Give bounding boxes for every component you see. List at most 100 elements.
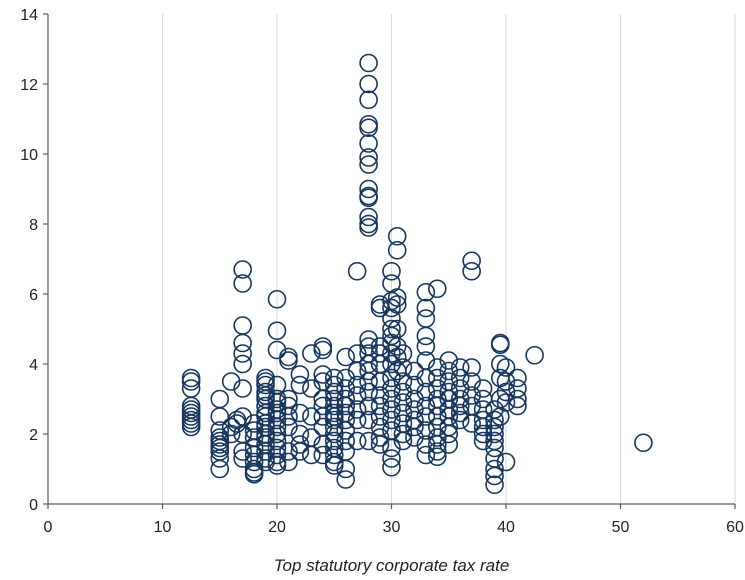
x-tick-labels: 0 10 20 30 40 50 60 xyxy=(44,519,744,536)
data-point xyxy=(336,389,356,409)
data-point xyxy=(525,345,544,365)
data-point xyxy=(427,447,447,467)
data-point xyxy=(427,435,447,454)
data-point xyxy=(450,403,470,423)
data-point xyxy=(267,431,287,451)
data-point xyxy=(324,382,344,402)
x-tick-label: 10 xyxy=(154,519,172,536)
data-point xyxy=(313,396,333,416)
data-point xyxy=(359,53,378,73)
data-point xyxy=(485,410,504,430)
data-point xyxy=(393,403,413,423)
data-point xyxy=(462,414,481,433)
data-point xyxy=(382,410,401,430)
data-point xyxy=(416,445,436,465)
data-point xyxy=(233,274,252,293)
data-point xyxy=(439,351,459,370)
data-point xyxy=(347,361,367,381)
y-tick-label: 12 xyxy=(20,77,38,94)
data-point xyxy=(450,358,470,377)
data-point xyxy=(370,344,390,363)
data-point xyxy=(267,424,287,444)
data-point xyxy=(496,382,516,402)
data-point xyxy=(324,375,344,395)
data-point xyxy=(416,396,436,416)
data-point xyxy=(382,344,401,363)
data-point xyxy=(427,358,447,377)
data-point xyxy=(393,344,413,363)
data-point xyxy=(324,396,344,416)
data-point xyxy=(439,424,459,444)
data-point xyxy=(382,298,401,318)
x-tick-label: 60 xyxy=(726,519,744,536)
data-point xyxy=(416,407,436,426)
data-point xyxy=(302,379,321,398)
data-point xyxy=(508,396,527,416)
data-point xyxy=(359,90,378,110)
data-point xyxy=(244,452,264,472)
data-point xyxy=(387,337,407,356)
data-point xyxy=(496,393,516,412)
data-point xyxy=(473,410,493,430)
data-point xyxy=(290,403,310,423)
data-point xyxy=(393,393,413,412)
data-point xyxy=(359,134,378,153)
data-point xyxy=(359,179,378,199)
vertical-gridlines xyxy=(162,14,736,504)
data-point xyxy=(290,365,310,384)
data-point xyxy=(267,456,287,475)
data-point xyxy=(233,260,252,279)
data-point xyxy=(462,386,481,405)
data-point xyxy=(370,295,390,314)
data-point xyxy=(359,188,378,208)
data-point xyxy=(313,407,333,426)
data-point xyxy=(405,428,424,447)
data-point xyxy=(267,289,287,309)
data-point xyxy=(387,295,407,314)
data-point xyxy=(233,442,252,461)
data-point xyxy=(267,340,287,360)
data-point xyxy=(473,417,493,437)
data-point xyxy=(473,431,493,451)
data-point xyxy=(508,368,527,388)
data-point xyxy=(256,428,275,447)
data-point xyxy=(393,358,413,377)
data-point xyxy=(279,442,298,461)
data-point xyxy=(313,365,333,384)
x-tick-label: 50 xyxy=(612,519,630,536)
data-point xyxy=(336,431,356,451)
data-point xyxy=(256,375,275,395)
data-point xyxy=(462,261,481,281)
data-point xyxy=(359,74,378,94)
data-point xyxy=(347,410,367,430)
data-point xyxy=(387,347,407,367)
data-point xyxy=(359,361,378,381)
data-point xyxy=(181,368,201,388)
data-point xyxy=(210,459,230,479)
data-point xyxy=(405,361,424,381)
data-point xyxy=(370,396,390,416)
data-point xyxy=(450,368,470,388)
data-point xyxy=(302,407,321,426)
data-point xyxy=(427,396,447,416)
data-point xyxy=(313,445,333,465)
data-point xyxy=(233,354,252,374)
data-point xyxy=(393,424,413,444)
data-point xyxy=(485,438,504,458)
data-point xyxy=(359,155,378,174)
data-point xyxy=(279,351,298,370)
data-point xyxy=(359,330,378,349)
data-point xyxy=(256,442,275,461)
data-point xyxy=(267,321,287,341)
data-point xyxy=(347,431,367,451)
data-point xyxy=(416,337,436,356)
data-point xyxy=(370,386,390,405)
x-axis-title: Top statutory corporate tax rate xyxy=(274,556,510,575)
data-point xyxy=(359,148,378,167)
data-point xyxy=(290,442,310,461)
data-point xyxy=(416,326,436,346)
data-point xyxy=(485,417,504,437)
data-point xyxy=(336,459,356,479)
data-point xyxy=(382,354,401,374)
